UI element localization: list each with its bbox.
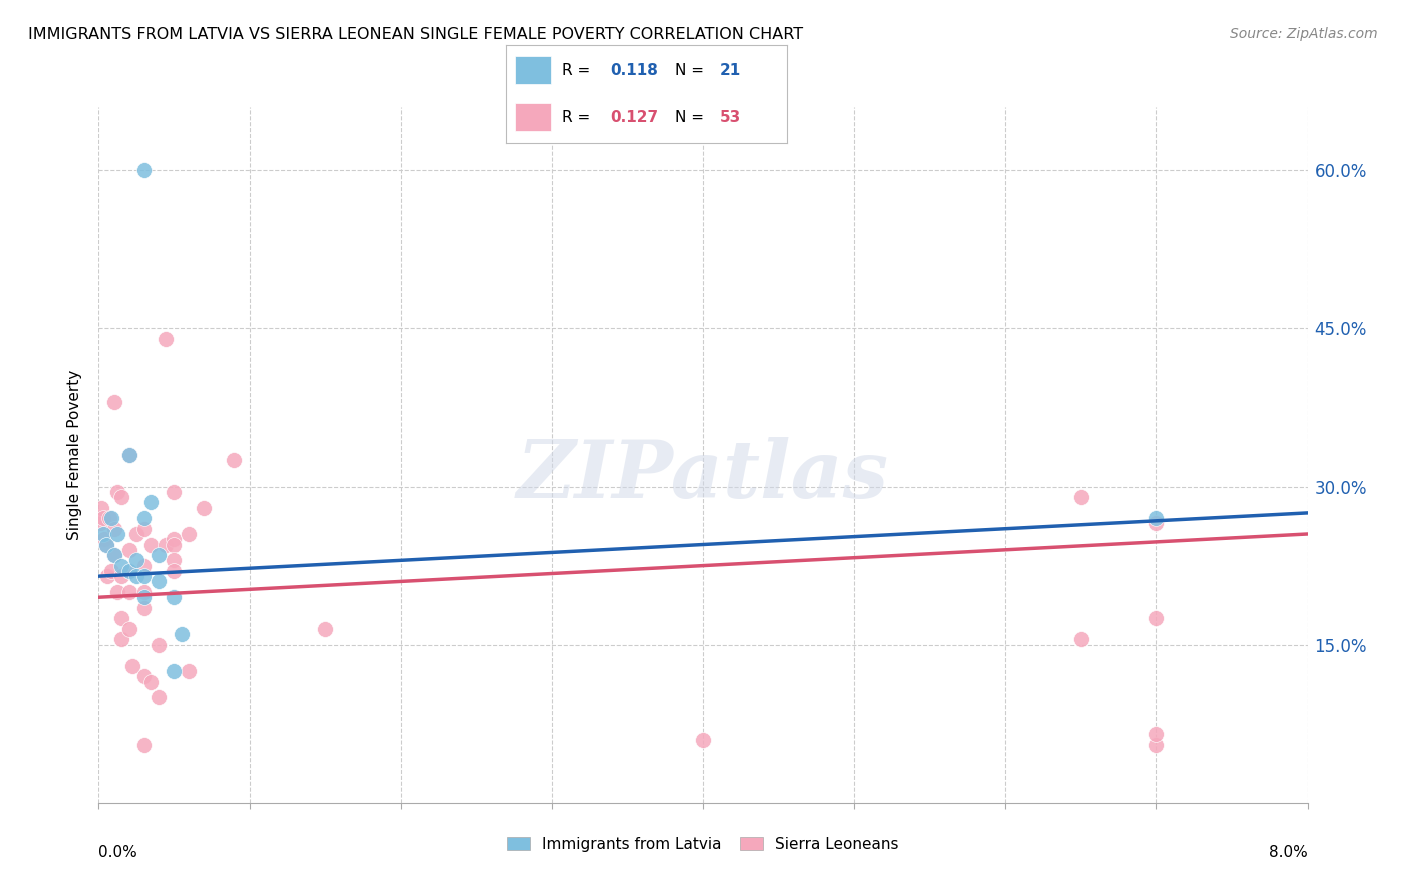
Point [170, 627, 193, 641]
Point [105, 527, 128, 541]
Text: R =: R = [562, 62, 596, 78]
Point [110, 632, 132, 647]
Point [148, 638, 170, 652]
Point [118, 564, 141, 578]
Point [118, 448, 141, 462]
Text: 0.127: 0.127 [610, 110, 658, 125]
Point [91, 527, 114, 541]
Point [155, 537, 177, 551]
Text: 0.118: 0.118 [610, 62, 658, 78]
Point [118, 564, 141, 578]
Point [132, 669, 155, 683]
Point [163, 537, 186, 551]
Point [141, 674, 163, 689]
Point [91, 511, 114, 525]
Point [224, 453, 246, 467]
Point [193, 500, 215, 515]
Point [125, 569, 148, 583]
Point [132, 558, 155, 573]
Point [98, 511, 121, 525]
Point [141, 495, 163, 509]
Point [110, 611, 132, 625]
Point [96, 569, 118, 583]
Bar [515, 56, 551, 84]
Legend: Immigrants from Latvia, Sierra Leoneans: Immigrants from Latvia, Sierra Leoneans [501, 830, 905, 858]
Point [1146, 611, 1168, 625]
Point [132, 522, 155, 536]
Text: 8.0%: 8.0% [1268, 845, 1308, 860]
Point [103, 548, 125, 562]
Point [1070, 490, 1092, 504]
Point [94, 537, 117, 551]
Text: N =: N = [675, 62, 709, 78]
Point [163, 533, 186, 547]
Point [1070, 632, 1092, 647]
Point [1146, 511, 1168, 525]
Text: 21: 21 [720, 62, 741, 78]
Point [163, 564, 186, 578]
Point [100, 511, 122, 525]
Point [148, 690, 170, 705]
Text: 0.0%: 0.0% [98, 845, 138, 860]
Point [105, 585, 128, 599]
Point [110, 558, 132, 573]
Text: 53: 53 [720, 110, 741, 125]
Text: IMMIGRANTS FROM LATVIA VS SIERRA LEONEAN SINGLE FEMALE POVERTY CORRELATION CHART: IMMIGRANTS FROM LATVIA VS SIERRA LEONEAN… [28, 27, 803, 42]
Point [148, 548, 170, 562]
Point [163, 664, 186, 678]
Point [125, 527, 148, 541]
Point [163, 591, 186, 605]
Point [94, 537, 117, 551]
Point [179, 527, 201, 541]
Point [132, 163, 155, 178]
Point [118, 622, 141, 636]
Text: Source: ZipAtlas.com: Source: ZipAtlas.com [1230, 27, 1378, 41]
Point [132, 600, 155, 615]
Point [103, 548, 125, 562]
Point [132, 591, 155, 605]
Point [163, 484, 186, 499]
Bar [515, 103, 551, 131]
Point [1146, 727, 1168, 741]
Point [132, 738, 155, 752]
Point [118, 542, 141, 557]
Point [93, 533, 115, 547]
Point [121, 658, 143, 673]
Point [163, 553, 186, 567]
Point [155, 332, 177, 346]
Text: R =: R = [562, 110, 596, 125]
Point [132, 511, 155, 525]
Point [118, 585, 141, 599]
Point [103, 522, 125, 536]
Y-axis label: Single Female Poverty: Single Female Poverty [67, 370, 83, 540]
Point [89, 516, 111, 531]
Point [179, 664, 201, 678]
Point [148, 574, 170, 589]
Point [90, 500, 112, 515]
Point [103, 395, 125, 409]
Point [105, 484, 128, 499]
Point [1146, 738, 1168, 752]
Point [141, 537, 163, 551]
Point [1146, 516, 1168, 531]
Point [125, 553, 148, 567]
Point [100, 564, 122, 578]
Point [132, 569, 155, 583]
Point [692, 732, 714, 747]
Text: ZIPatlas: ZIPatlas [517, 437, 889, 515]
Text: N =: N = [675, 110, 709, 125]
Point [132, 585, 155, 599]
Point [314, 622, 336, 636]
Point [118, 448, 141, 462]
Point [110, 490, 132, 504]
Point [110, 569, 132, 583]
